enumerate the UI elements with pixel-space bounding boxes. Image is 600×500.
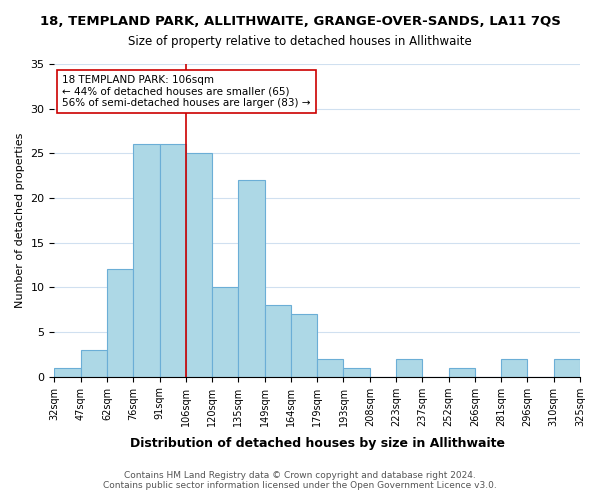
Bar	[238, 180, 265, 376]
Bar	[265, 305, 291, 376]
Text: 18 TEMPLAND PARK: 106sqm
← 44% of detached houses are smaller (65)
56% of semi-d: 18 TEMPLAND PARK: 106sqm ← 44% of detach…	[62, 74, 311, 108]
Y-axis label: Number of detached properties: Number of detached properties	[15, 132, 25, 308]
Bar	[186, 154, 212, 376]
X-axis label: Distribution of detached houses by size in Allithwaite: Distribution of detached houses by size …	[130, 437, 505, 450]
Bar	[396, 359, 422, 376]
Text: Size of property relative to detached houses in Allithwaite: Size of property relative to detached ho…	[128, 35, 472, 48]
Bar	[291, 314, 317, 376]
Bar	[501, 359, 527, 376]
Bar	[133, 144, 160, 376]
Bar	[160, 144, 186, 376]
Bar	[317, 359, 343, 376]
Bar	[554, 359, 580, 376]
Bar	[55, 368, 80, 376]
Bar	[107, 270, 133, 376]
Text: 18, TEMPLAND PARK, ALLITHWAITE, GRANGE-OVER-SANDS, LA11 7QS: 18, TEMPLAND PARK, ALLITHWAITE, GRANGE-O…	[40, 15, 560, 28]
Text: Contains HM Land Registry data © Crown copyright and database right 2024.
Contai: Contains HM Land Registry data © Crown c…	[103, 470, 497, 490]
Bar	[343, 368, 370, 376]
Bar	[212, 288, 238, 376]
Bar	[80, 350, 107, 376]
Bar	[449, 368, 475, 376]
